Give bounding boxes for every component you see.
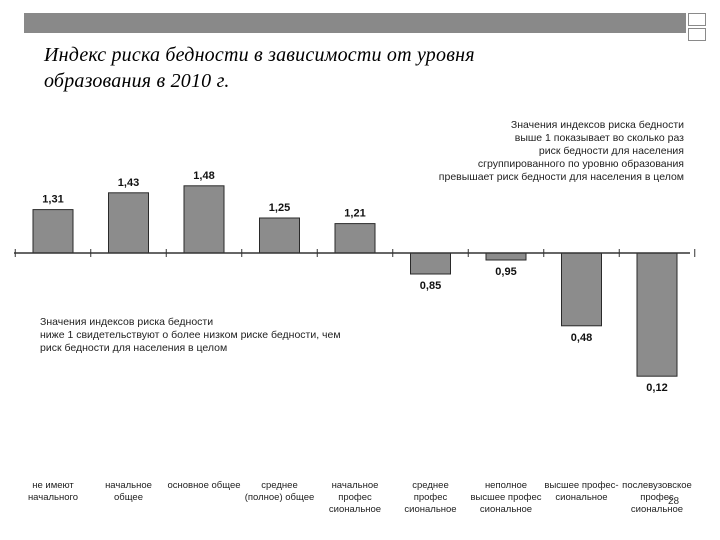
bar-5 (334, 223, 376, 254)
value-label-1: 1,31 (42, 194, 63, 206)
category-label-3: основное общее (167, 480, 240, 491)
category-label-4: среднее (полное) общее (245, 480, 315, 503)
category-label-5: начальное профес сиональное (329, 480, 381, 515)
value-label-9: 0,12 (646, 382, 667, 394)
slide-title: Индекс риска бедности в зависимости от у… (44, 42, 644, 94)
bar-9 (636, 252, 678, 377)
corner-square-bottom (688, 28, 706, 41)
category-label-7: неполное высшее профес сиональное (470, 480, 541, 515)
annotation-above-one: Значения индексов риска бедности выше 1 … (438, 119, 684, 183)
value-label-7: 0,95 (495, 266, 516, 278)
value-label-5: 1,21 (344, 208, 365, 220)
category-label-9: послевузовское профес сиональное (622, 480, 692, 515)
value-label-8: 0,48 (571, 332, 592, 344)
bar-2 (108, 192, 149, 254)
bar-6 (410, 252, 451, 275)
category-label-6: среднее профес сиональное (404, 480, 456, 515)
bar-7 (485, 252, 527, 261)
header-bar (24, 13, 686, 33)
annotation-below-one: Значения индексов риска бедности ниже 1 … (40, 316, 341, 354)
category-label-2: начальное общее (105, 480, 152, 503)
value-label-6: 0,85 (420, 280, 441, 292)
value-label-3: 1,48 (193, 170, 214, 182)
category-label-1: не имеют начального (28, 480, 78, 503)
bar-3 (183, 185, 225, 254)
corner-square-top (688, 13, 706, 26)
bar-4 (259, 217, 300, 254)
value-label-4: 1,25 (269, 202, 290, 214)
value-label-2: 1,43 (118, 177, 139, 189)
page-number: 28 (668, 496, 680, 507)
bar-8 (561, 252, 602, 327)
category-label-8: высшее профес-сиональное (544, 480, 618, 503)
bar-1 (32, 209, 74, 254)
title-line-1: Индекс риска бедности в зависимости от у… (44, 44, 475, 66)
title-line-2: образования в 2010 г. (44, 70, 230, 92)
